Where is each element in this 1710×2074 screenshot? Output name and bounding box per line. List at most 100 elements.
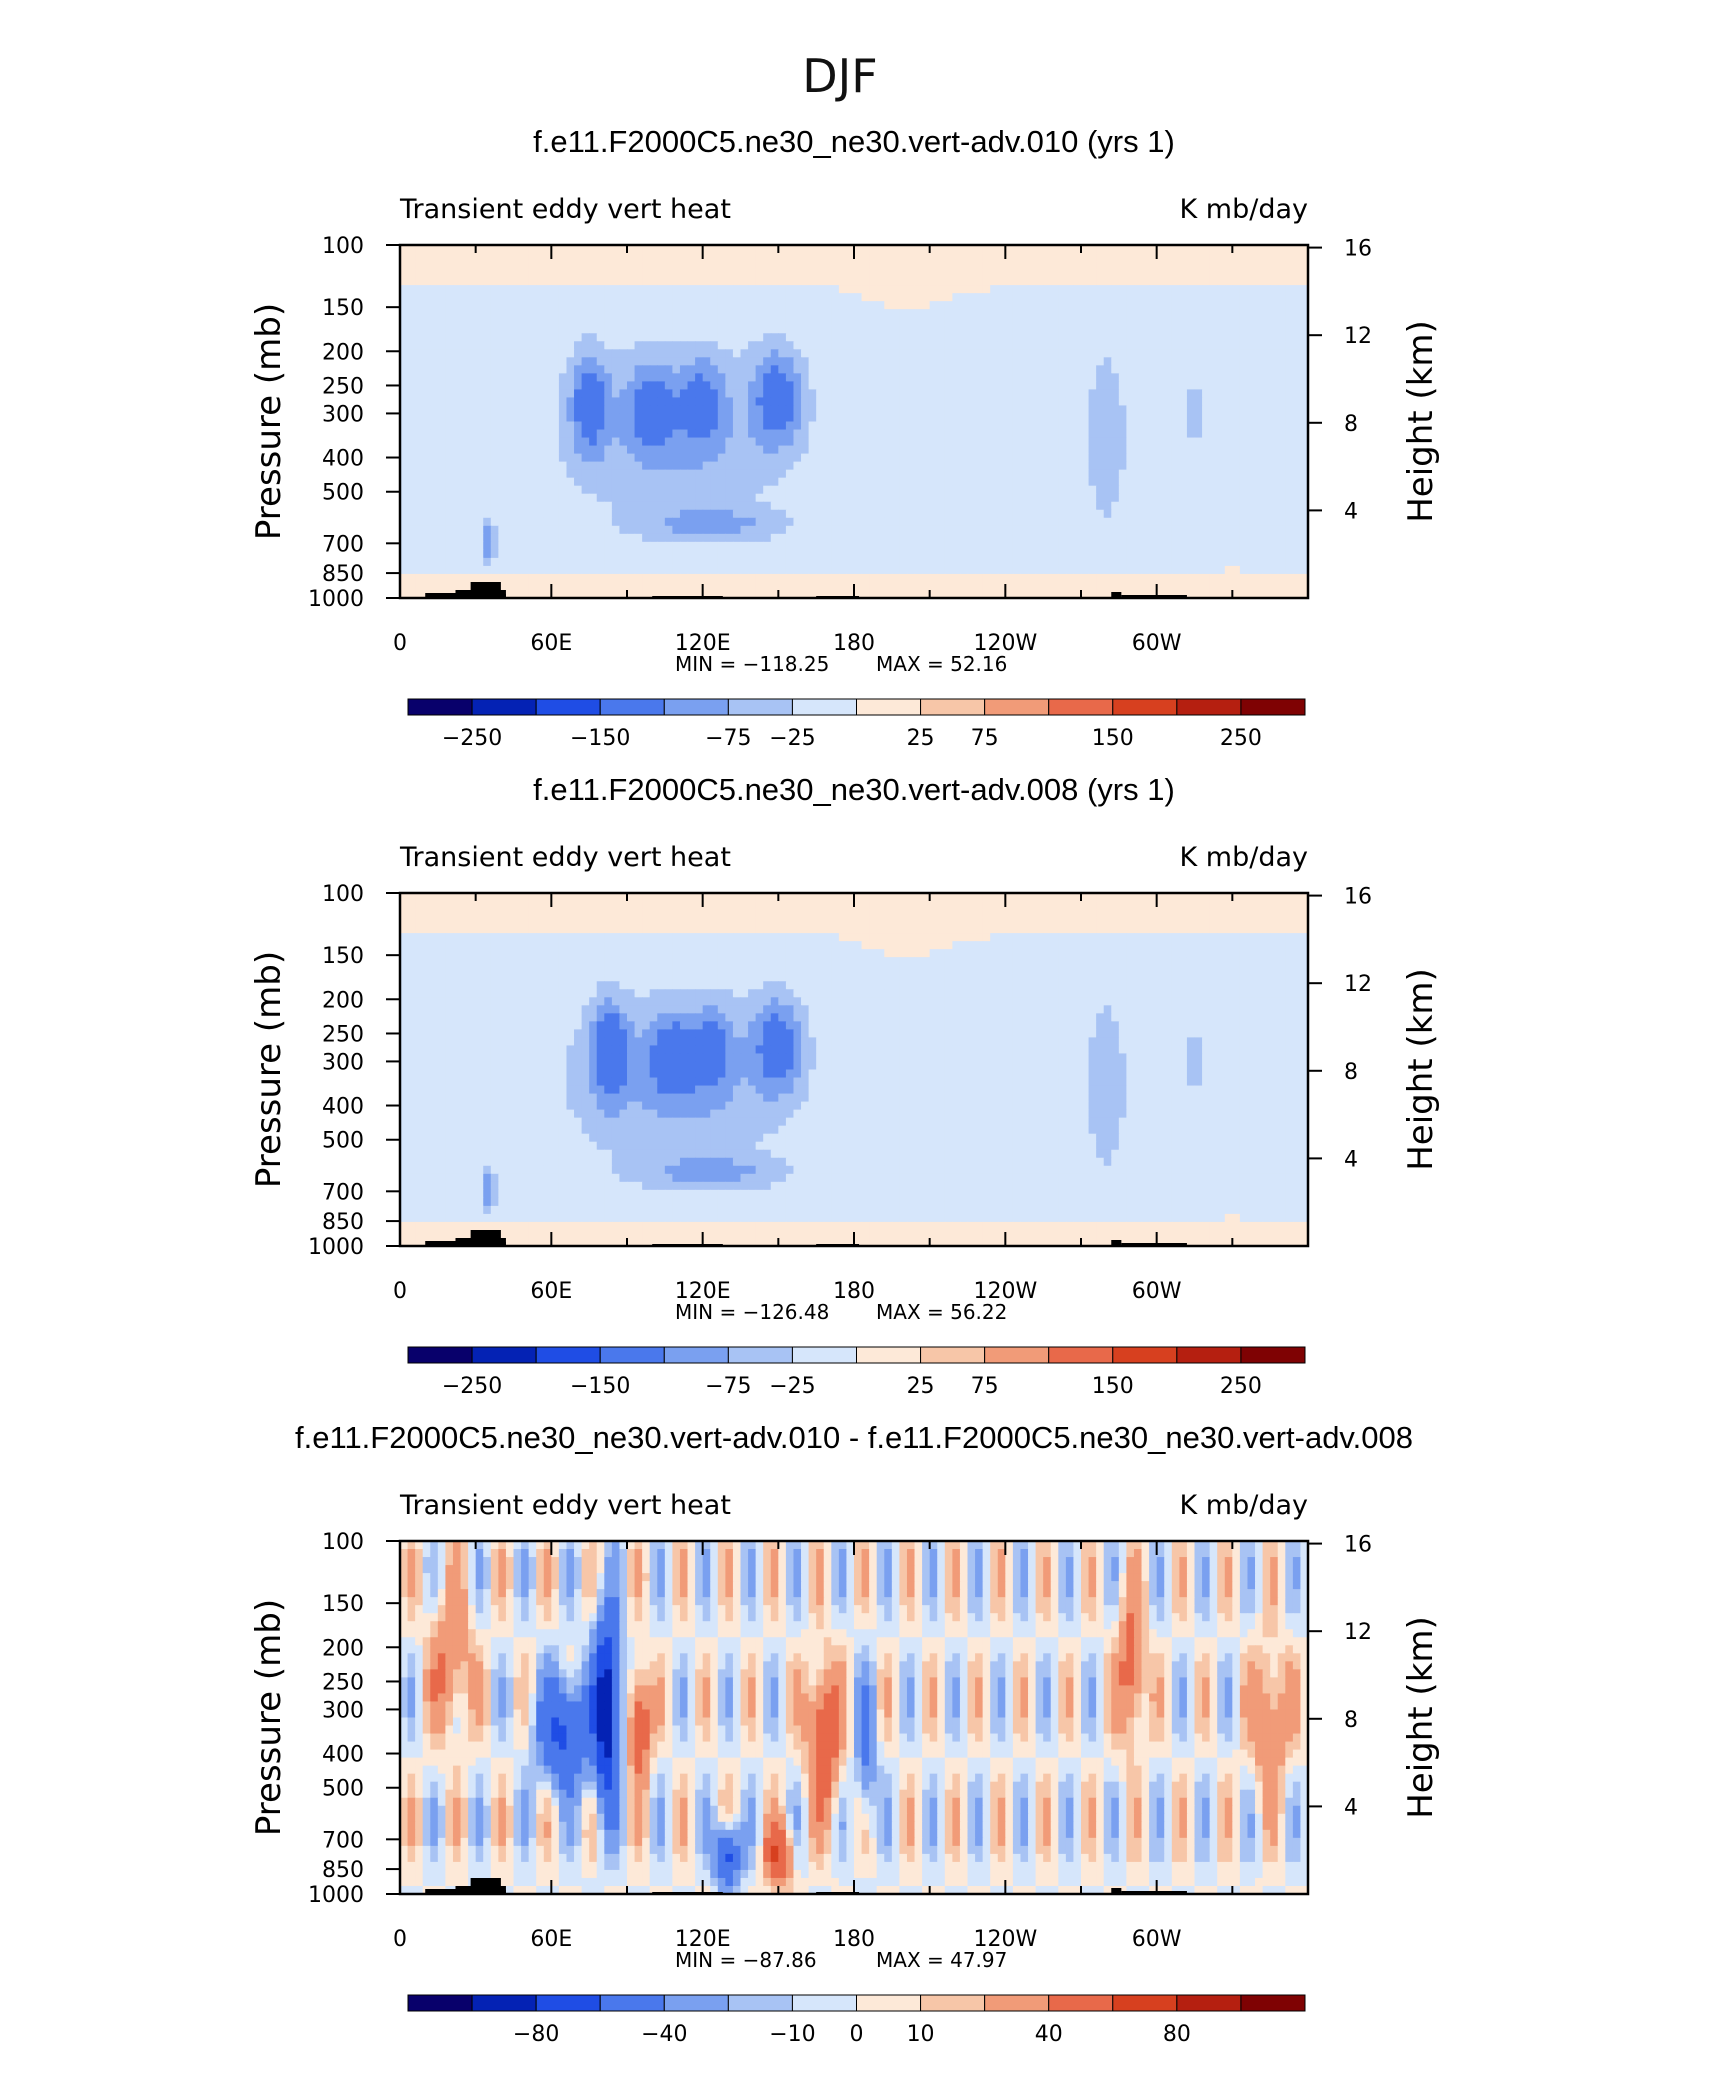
heatmap-cell — [1171, 501, 1180, 511]
heatmap-cell — [899, 285, 908, 294]
heatmap-cell — [528, 445, 537, 455]
heatmap-cell — [982, 501, 991, 511]
heatmap-cell — [400, 317, 409, 326]
heatmap-cell — [876, 373, 885, 382]
heatmap-cell — [937, 565, 946, 575]
heatmap-cell — [1156, 541, 1165, 551]
heatmap-cell — [1232, 373, 1241, 382]
heatmap-cell — [452, 493, 462, 503]
heatmap-cell — [1149, 397, 1158, 407]
heatmap-cell — [763, 381, 772, 391]
heatmap-cell — [490, 277, 499, 286]
heatmap-cell — [891, 421, 900, 431]
heatmap-cell — [1126, 493, 1135, 503]
heatmap-cell — [430, 445, 439, 455]
heatmap-cell — [755, 277, 764, 286]
heatmap-cell — [740, 549, 749, 559]
heatmap-cell — [672, 541, 681, 551]
heatmap-cell — [1209, 357, 1218, 366]
heatmap-cell — [831, 325, 840, 334]
heatmap-cell — [611, 549, 621, 559]
heatmap-cell — [1149, 565, 1158, 575]
heatmap-cell — [906, 325, 916, 334]
heatmap-cell — [679, 301, 689, 310]
heatmap-cell — [1285, 413, 1294, 423]
heatmap-cell — [1262, 437, 1271, 447]
heatmap-cell — [1255, 469, 1264, 479]
heatmap-cell — [460, 261, 469, 270]
heatmap-cell — [1255, 437, 1264, 447]
heatmap-cell — [959, 549, 969, 559]
heatmap-cell — [483, 517, 492, 527]
heatmap-cell — [483, 549, 492, 559]
heatmap-cell — [611, 525, 621, 535]
heatmap-cell — [1035, 541, 1044, 551]
heatmap-cell — [574, 493, 583, 503]
heatmap-cell — [1164, 357, 1173, 366]
heatmap-cell — [838, 245, 848, 254]
heatmap-cell — [982, 365, 991, 374]
heatmap-cell — [574, 253, 583, 262]
heatmap-cell — [967, 541, 976, 551]
heatmap-cell — [785, 453, 795, 463]
heatmap-cell — [657, 469, 666, 479]
heatmap-cell — [785, 325, 795, 334]
heatmap-cell — [801, 525, 810, 535]
heatmap-cell — [922, 437, 931, 447]
heatmap-cell — [513, 413, 522, 423]
heatmap-cell — [1285, 293, 1294, 302]
heatmap-cell — [657, 429, 666, 439]
heatmap-cell — [1133, 309, 1143, 318]
heatmap-cell — [1292, 333, 1302, 342]
heatmap-cell — [505, 309, 515, 318]
heatmap-cell — [838, 557, 848, 567]
heatmap-cell — [1043, 277, 1052, 286]
heatmap-cell — [1217, 301, 1226, 310]
heatmap-cell — [884, 373, 893, 382]
heatmap-cell — [1239, 365, 1249, 374]
heatmap-cell — [959, 309, 969, 318]
heatmap-cell — [770, 277, 779, 286]
heatmap-cell — [1156, 421, 1165, 431]
heatmap-cell — [574, 341, 583, 350]
heatmap-cell — [1081, 445, 1090, 455]
heatmap-cell — [596, 245, 605, 254]
heatmap-cell — [1012, 429, 1022, 439]
heatmap-cell — [1247, 253, 1256, 262]
heatmap-cell — [513, 389, 522, 399]
heatmap-cell — [861, 477, 870, 487]
heatmap-cell — [604, 317, 613, 326]
heatmap-cell — [672, 253, 681, 262]
heatmap-cell — [1186, 541, 1196, 551]
heatmap-cell — [1217, 485, 1226, 495]
heatmap-cell — [1111, 325, 1120, 334]
heatmap-cell — [664, 245, 673, 254]
heatmap-cell — [869, 333, 878, 342]
heatmap-cell — [929, 349, 938, 358]
heatmap-cell — [1028, 429, 1037, 439]
heatmap-cell — [929, 573, 938, 583]
heatmap-cell — [422, 269, 431, 278]
heatmap-cell — [1277, 501, 1286, 511]
heatmap-cell — [1096, 493, 1105, 503]
heatmap-cell — [869, 309, 878, 318]
heatmap-cell — [816, 317, 825, 326]
heatmap-cell — [975, 541, 984, 551]
heatmap-cell — [1126, 397, 1135, 407]
heatmap-cell — [642, 541, 651, 551]
heatmap-cell — [1300, 389, 1309, 399]
heatmap-cell — [1300, 261, 1309, 270]
heatmap-cell — [521, 493, 530, 503]
heatmap-cell — [891, 333, 900, 342]
heatmap-cell — [574, 317, 583, 326]
heatmap-cell — [1141, 245, 1150, 254]
heatmap-cell — [793, 293, 802, 302]
heatmap-cell — [1058, 317, 1067, 326]
heatmap-cell — [937, 421, 946, 431]
heatmap-cell — [1239, 541, 1249, 551]
heatmap-cell — [475, 277, 484, 286]
heatmap-cell — [1171, 429, 1180, 439]
heatmap-cell — [1081, 437, 1090, 447]
heatmap-cell — [884, 557, 893, 567]
heatmap-cell — [1239, 501, 1249, 511]
